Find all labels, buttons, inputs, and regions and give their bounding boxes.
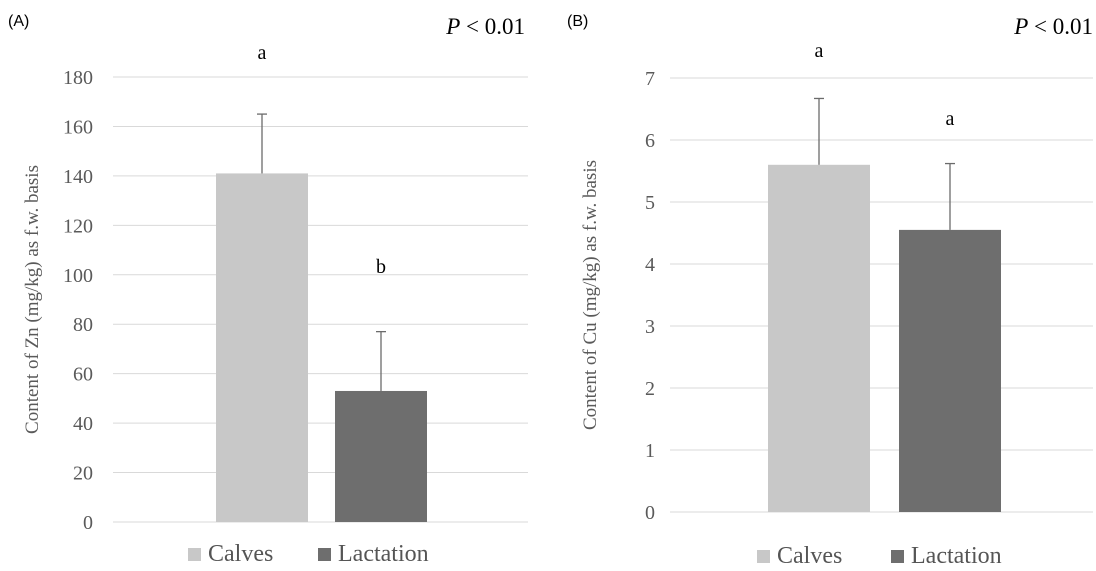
legend-swatch-lactation	[891, 550, 904, 563]
legend-swatch-calves	[757, 550, 770, 563]
legend-label-lactation: Lactation	[911, 543, 1002, 569]
y-tick-label: 180	[63, 67, 93, 89]
legend-swatch-calves	[188, 548, 201, 561]
y-tick-label: 60	[73, 364, 93, 386]
bar-calves	[216, 173, 308, 522]
panel-label: (A)	[8, 13, 29, 30]
y-axis-label: Content of Zn (mg/kg) as f.w. basis	[22, 165, 43, 434]
p-value-annotation: P < 0.01	[445, 14, 525, 39]
legend-label-calves: Calves	[777, 543, 842, 569]
panel-label: (B)	[567, 13, 588, 30]
legend-label-lactation: Lactation	[338, 541, 429, 567]
significance-letter-lactation: a	[946, 108, 955, 130]
y-tick-label: 140	[63, 166, 93, 188]
y-tick-label: 2	[645, 378, 655, 400]
significance-letter-calves: a	[258, 42, 267, 64]
y-tick-label: 100	[63, 265, 93, 287]
y-tick-label: 7	[645, 68, 655, 90]
y-tick-label: 20	[73, 463, 93, 485]
legend-label-calves: Calves	[208, 541, 273, 567]
chart-panel-a: (A) P < 0.01 0 20 40 60 80 100 120 140 160 180 Conte…	[8, 13, 528, 567]
y-tick-label: 3	[645, 316, 655, 338]
significance-letter-calves: a	[815, 40, 824, 62]
chart-panel-b: (B) P < 0.01 0 1 2 3 4 5 6 7 Content of Cu (mg/kg)…	[567, 13, 1093, 569]
y-tick-label: 160	[63, 116, 93, 138]
legend-swatch-lactation	[318, 548, 331, 561]
y-tick-label: 1	[645, 440, 655, 462]
y-tick-label: 5	[645, 192, 655, 214]
y-axis-label: Content of Cu (mg/kg) as f.w. basis	[580, 160, 601, 430]
bar-lactation	[899, 229, 1001, 512]
y-tick-label: 120	[63, 215, 93, 237]
significance-letter-lactation: b	[376, 256, 386, 278]
y-tick-label: 6	[645, 130, 655, 152]
bar-calves	[768, 164, 870, 513]
p-value-annotation: P < 0.01	[1013, 14, 1093, 39]
p-value-symbol: P	[445, 14, 460, 39]
y-tick-label: 0	[83, 512, 93, 534]
p-value-text: < 0.01	[1028, 14, 1093, 39]
y-tick-label: 40	[73, 413, 93, 435]
y-tick-label: 4	[645, 254, 655, 276]
y-tick-label: 0	[645, 502, 655, 524]
p-value-text: < 0.01	[460, 14, 525, 39]
p-value-symbol: P	[1013, 14, 1028, 39]
y-tick-label: 80	[73, 314, 93, 336]
bar-lactation	[335, 390, 427, 522]
